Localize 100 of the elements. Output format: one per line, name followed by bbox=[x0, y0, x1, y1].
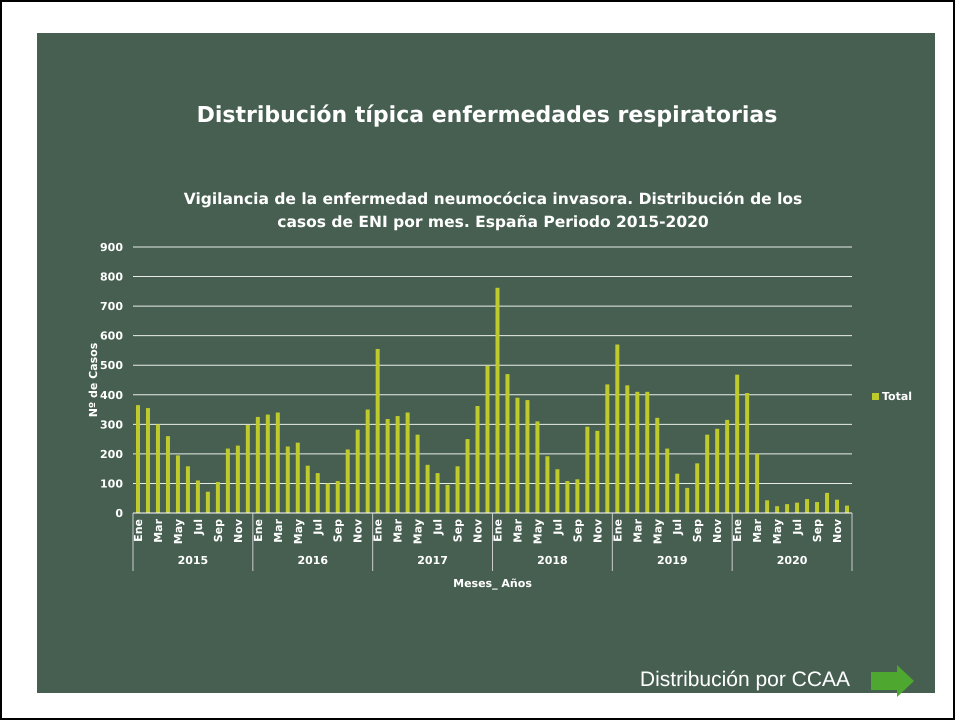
bar bbox=[376, 348, 380, 513]
bar bbox=[466, 439, 470, 513]
x-tick-label: Nov bbox=[711, 518, 724, 543]
bar bbox=[236, 446, 240, 513]
x-tick-label: Jul bbox=[312, 519, 325, 536]
bar bbox=[525, 400, 530, 513]
x-tick-label: Mar bbox=[511, 518, 524, 543]
bar bbox=[436, 473, 440, 513]
bar bbox=[446, 484, 450, 513]
bar bbox=[316, 473, 320, 513]
text: 2015 bbox=[178, 554, 208, 567]
bar bbox=[545, 456, 550, 513]
bar bbox=[675, 474, 680, 513]
x-tick-label: Jul bbox=[551, 519, 564, 536]
x-tick-label: Sep bbox=[571, 518, 584, 542]
y-tick-label: 200 bbox=[100, 448, 124, 461]
bar bbox=[356, 430, 360, 513]
bar bbox=[785, 504, 790, 513]
text: 2016 bbox=[297, 554, 328, 567]
bar bbox=[565, 481, 570, 513]
x-tick-label: Ene bbox=[252, 519, 265, 542]
x-tick-label: Nov bbox=[472, 518, 485, 543]
x-tick-label: Ene bbox=[372, 519, 385, 542]
bar bbox=[196, 480, 200, 513]
bar bbox=[216, 482, 220, 513]
x-tick-label: Sep bbox=[691, 518, 704, 542]
bar bbox=[585, 426, 590, 513]
chart-title: Distribución típica enfermedades respiratorias bbox=[196, 103, 778, 128]
bar bbox=[286, 446, 290, 513]
text: 2019 bbox=[656, 554, 688, 567]
bar bbox=[775, 506, 780, 513]
bar bbox=[765, 500, 770, 513]
bar bbox=[845, 506, 850, 513]
x-tick-label: Mar bbox=[751, 518, 764, 543]
bar bbox=[456, 466, 460, 513]
bar bbox=[476, 406, 480, 513]
bar bbox=[685, 488, 690, 513]
bar bbox=[186, 466, 190, 513]
bar bbox=[256, 416, 260, 513]
bar bbox=[306, 466, 310, 513]
x-tick-label: May bbox=[172, 519, 185, 544]
bar bbox=[745, 393, 750, 513]
bar bbox=[755, 454, 760, 513]
bar bbox=[725, 420, 730, 513]
bar bbox=[366, 410, 370, 513]
bar bbox=[535, 421, 540, 513]
x-tick-label: May bbox=[771, 519, 784, 544]
bar bbox=[595, 430, 600, 513]
bar bbox=[625, 385, 630, 513]
x-tick-label: May bbox=[651, 519, 664, 544]
x-tick-label: Jul bbox=[791, 519, 804, 536]
x-tick-label: Ene bbox=[611, 519, 624, 542]
bar bbox=[176, 455, 180, 513]
bar bbox=[406, 412, 410, 513]
text: Distribución por CCAA bbox=[640, 668, 850, 691]
y-tick-label: 600 bbox=[100, 330, 124, 343]
bar bbox=[695, 463, 700, 513]
y-axis-title: Nº de Casos bbox=[87, 342, 100, 418]
x-tick-label: Mar bbox=[272, 518, 285, 543]
x-tick-label: Sep bbox=[452, 518, 465, 542]
chart-subtitle: Vigilancia de la enfermedad neumocócica invasora. Distribución de los casos de ENI por mes. España Periodo 2015-2020 bbox=[184, 190, 802, 231]
bar bbox=[655, 418, 660, 513]
y-tick-label: 800 bbox=[100, 270, 124, 284]
x-tick-label: Sep bbox=[332, 518, 345, 542]
y-tick-label: 0 bbox=[115, 507, 124, 520]
bar bbox=[426, 464, 430, 513]
bar bbox=[515, 398, 520, 513]
bar bbox=[835, 500, 840, 513]
bar bbox=[665, 448, 670, 513]
bar bbox=[645, 392, 650, 513]
bar bbox=[635, 392, 640, 513]
text: 2020 bbox=[776, 554, 808, 567]
x-tick-label: Ene bbox=[132, 519, 145, 542]
x-tick-label: May bbox=[292, 519, 305, 544]
bar bbox=[206, 492, 210, 513]
x-tick-label: May bbox=[531, 519, 544, 544]
text: 2018 bbox=[537, 554, 568, 567]
bar bbox=[825, 492, 830, 513]
bar bbox=[805, 499, 810, 513]
x-tick-label: Jul bbox=[432, 519, 445, 536]
bar bbox=[505, 374, 510, 513]
bar bbox=[336, 481, 340, 513]
bar bbox=[705, 434, 710, 513]
bar bbox=[396, 416, 400, 513]
bar bbox=[575, 479, 580, 513]
x-tick-label: Mar bbox=[392, 518, 405, 543]
bar bbox=[735, 374, 740, 513]
bar bbox=[615, 344, 620, 513]
y-tick-label: 300 bbox=[100, 418, 124, 432]
x-tick-label: Nov bbox=[591, 518, 604, 543]
legend-label: Total bbox=[882, 390, 912, 403]
y-tick-label: 100 bbox=[100, 477, 124, 490]
y-tick-label: 900 bbox=[100, 241, 124, 254]
bar bbox=[226, 448, 230, 513]
bar bbox=[486, 366, 490, 513]
x-tick-label: Jul bbox=[671, 519, 684, 536]
x-tick-label: May bbox=[412, 519, 425, 544]
bar bbox=[276, 412, 280, 513]
x-tick-label: Jul bbox=[192, 519, 205, 536]
bar bbox=[495, 288, 500, 513]
